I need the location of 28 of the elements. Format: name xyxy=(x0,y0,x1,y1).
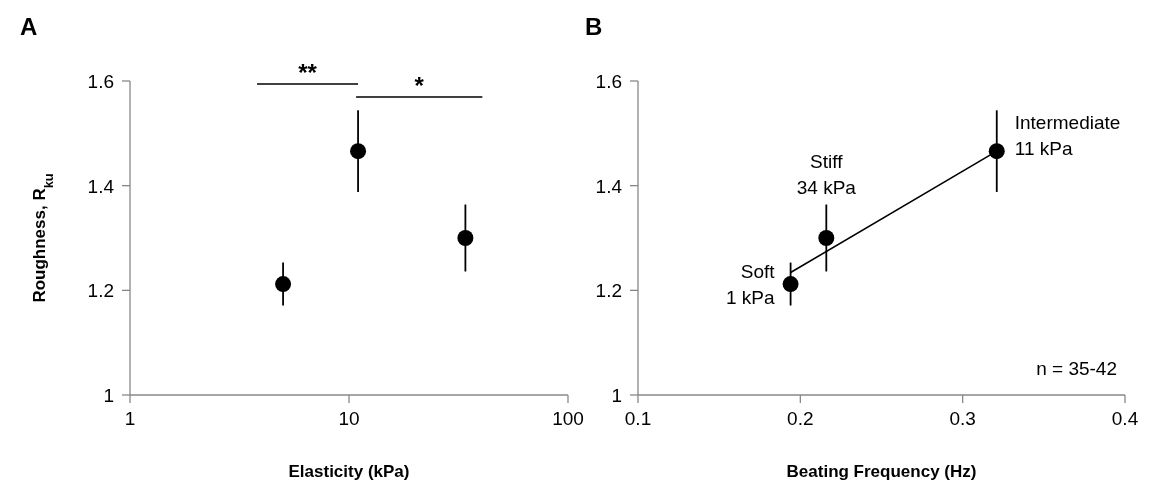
y-tick-label: 1.2 xyxy=(87,280,114,302)
y-tick-label: 1.6 xyxy=(595,71,622,92)
x-tick-label: 100 xyxy=(552,408,584,429)
y-tick-label: 1.6 xyxy=(87,71,114,92)
x-tick-label: 0.3 xyxy=(949,408,976,429)
chart-title: A xyxy=(20,13,38,40)
annotation: ** xyxy=(298,59,318,86)
x-axis-title: Beating Frequency (Hz) xyxy=(786,462,977,481)
annotation: * xyxy=(414,72,425,99)
y-tick-label: 1 xyxy=(611,385,622,406)
annotation: Intermediate 11 kPa xyxy=(1014,112,1121,160)
point xyxy=(818,230,835,246)
annotation: Soft 1 kPa xyxy=(726,261,776,309)
x-axis-title: Elasticity (kPa) xyxy=(288,462,410,481)
y-tick-label: 1.4 xyxy=(87,175,115,197)
x-tick-label: 0.1 xyxy=(624,408,652,429)
annotation: n = 35-42 xyxy=(1036,358,1117,379)
point xyxy=(988,143,1005,160)
y-tick-label: 1.2 xyxy=(595,280,622,302)
x-tick-label: 0.2 xyxy=(787,408,814,429)
x-tick-label: 10 xyxy=(338,408,360,429)
annotation: Stiff 34 kPa xyxy=(796,151,857,198)
y-tick-label: 1 xyxy=(103,385,114,406)
x-tick-label: 0.4 xyxy=(1111,408,1139,429)
point xyxy=(782,276,799,293)
chart-title: B xyxy=(585,13,603,40)
y-tick-label: 1.4 xyxy=(595,175,623,197)
x-tick-label: 1 xyxy=(124,408,136,429)
